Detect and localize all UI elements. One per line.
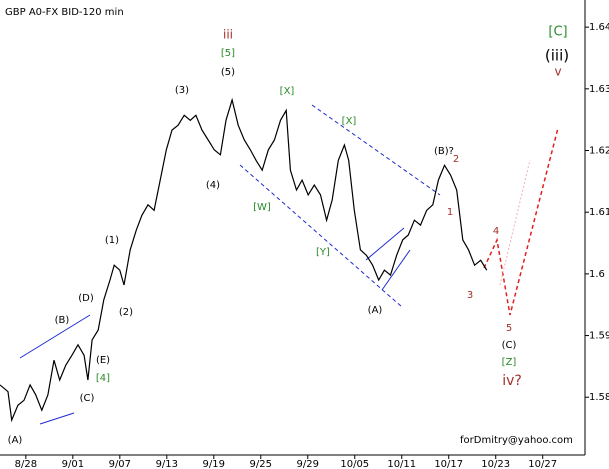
y-tick-label: 1.64	[589, 22, 609, 33]
wave-label: v	[554, 65, 561, 79]
wave-label: [Y]	[316, 247, 330, 258]
channel-line	[365, 227, 405, 261]
y-tick-label: 1.62	[589, 146, 609, 157]
wave-label: (A)	[8, 435, 23, 446]
wave-label: (5)	[221, 67, 235, 78]
wave-label: (4)	[206, 180, 220, 191]
channel-line	[381, 249, 411, 291]
y-tick-label: 1.59	[589, 331, 609, 342]
wave-label: (2)	[119, 307, 133, 318]
price-line	[0, 97, 488, 423]
x-tick-label: 10/27	[528, 459, 557, 469]
wave-label: (D)	[78, 293, 94, 304]
watermark: forDmitry@yahoo.com	[460, 435, 573, 446]
wave-label: (C)	[80, 393, 95, 404]
y-tick-label: 1.58	[589, 392, 609, 403]
wave-label: [X]	[280, 86, 295, 97]
wave-label: 2	[453, 154, 459, 165]
wave-label: 5	[506, 323, 512, 334]
x-tick-label: 10/05	[340, 459, 369, 469]
wave-label: (A)	[368, 305, 383, 316]
x-tick-label: 8/28	[15, 459, 37, 469]
wave-label: (E)	[96, 355, 110, 366]
channel-line	[19, 314, 91, 359]
y-tick-label: 1.6	[589, 269, 605, 280]
wave-label: (3)	[175, 85, 189, 96]
wave-label: 1	[447, 207, 453, 218]
x-tick-label: 10/11	[387, 459, 416, 469]
channel-line	[311, 104, 441, 196]
y-tick-label: 1.61	[589, 207, 609, 218]
wave-label: (B)?	[434, 146, 454, 157]
wave-label: [X]	[342, 116, 357, 127]
wave-label: (1)	[105, 235, 119, 246]
x-tick-label: 10/17	[434, 459, 463, 469]
wave-label: (iii)	[545, 47, 569, 65]
channel-line	[239, 164, 403, 308]
wave-label: (C)	[502, 340, 517, 351]
channel-line	[39, 412, 75, 425]
x-tick-label: 9/01	[62, 459, 84, 469]
x-tick-label: 10/23	[481, 459, 510, 469]
wave-label: iii	[223, 28, 233, 42]
x-tick-label: 9/29	[297, 459, 319, 469]
forecast-path	[499, 159, 531, 286]
wave-label: 4	[493, 226, 499, 237]
x-tick-label: 9/07	[109, 459, 131, 469]
wave-label: [W]	[253, 202, 271, 213]
x-tick-label: 9/19	[203, 459, 225, 469]
forecast-path	[483, 127, 559, 316]
wave-label: [4]	[96, 373, 110, 384]
wave-label: iv?	[502, 373, 522, 389]
wave-label: [5]	[221, 48, 235, 59]
wave-label: [C]	[548, 25, 567, 40]
y-tick-label: 1.63	[589, 84, 609, 95]
wave-label: [Z]	[502, 357, 517, 368]
wave-label: (B)	[55, 315, 70, 326]
x-tick-label: 9/25	[250, 459, 272, 469]
wave-label: 3	[467, 290, 473, 301]
chart-title: GBP A0-FX BID-120 min	[5, 7, 124, 18]
x-tick-label: 9/13	[156, 459, 178, 469]
